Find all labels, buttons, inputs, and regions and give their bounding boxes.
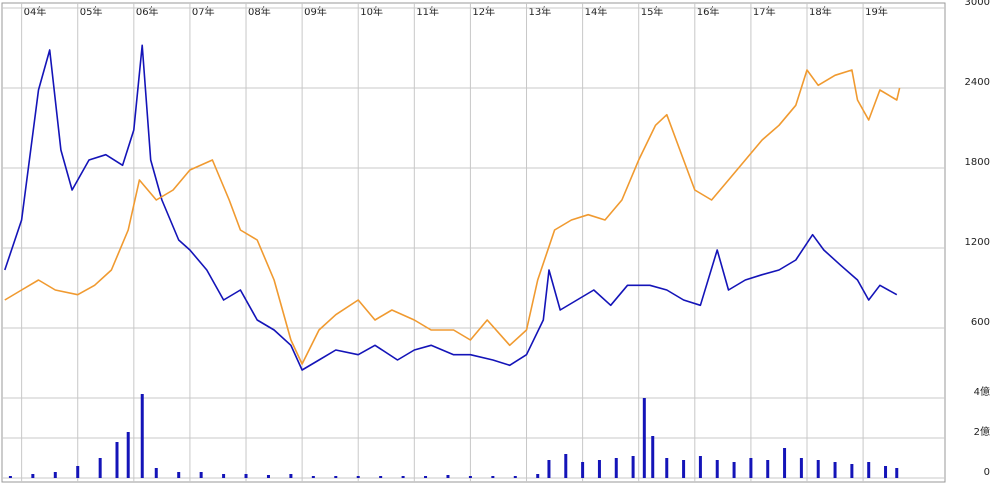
volume-bar [244, 474, 248, 478]
x-tick-label: 10年 [360, 5, 383, 18]
x-tick-label: 06年 [136, 5, 159, 18]
volume-bar [491, 476, 495, 478]
x-tick-label: 12年 [472, 5, 495, 18]
volume-bar [154, 468, 158, 478]
volume-bar [53, 472, 57, 478]
volume-bar [833, 462, 837, 478]
volume-bar [581, 462, 585, 478]
x-tick-label: 15年 [641, 5, 664, 18]
volume-bar [379, 476, 383, 478]
price-line [4, 44, 898, 371]
volume-bar [884, 466, 888, 478]
volume-bar [682, 460, 686, 478]
volume-bar [614, 458, 618, 478]
volume-bar [289, 474, 293, 478]
x-tick-label: 09年 [304, 5, 327, 18]
volume-bar [732, 462, 736, 478]
volume-bar [115, 442, 119, 478]
x-tick-label: 04年 [24, 5, 47, 18]
x-tick-label: 11年 [416, 5, 439, 18]
volume-bar [401, 476, 405, 478]
volume-bar [98, 458, 102, 478]
y-tick-label: 1800 [965, 157, 990, 168]
volume-bar [311, 476, 315, 478]
volume-bar [850, 464, 854, 478]
x-tick-label: 17年 [753, 5, 776, 18]
y-tick-label: 600 [971, 317, 990, 328]
volume-bar [715, 460, 719, 478]
volume-bar [783, 448, 787, 478]
volume-bar [895, 468, 899, 478]
volume-bar [642, 398, 646, 478]
x-tick-label: 19年 [865, 5, 888, 18]
x-tick-label: 16年 [697, 5, 720, 18]
volume-bar [199, 472, 203, 478]
volume-bar [867, 462, 871, 478]
volume-bar [749, 458, 753, 478]
y-tick-label: 1200 [965, 237, 990, 248]
y-tick-label: 2400 [965, 77, 990, 88]
volume-bar [177, 472, 181, 478]
volume-bar [222, 474, 226, 478]
volume-bar [126, 432, 130, 478]
volume-bar [698, 456, 702, 478]
volume-bar [334, 476, 338, 478]
y-tick-label: 0 [984, 467, 990, 478]
volume-bar [468, 476, 472, 478]
volume-bar [651, 436, 655, 478]
volume-bar [140, 394, 144, 478]
volume-bar [76, 466, 80, 478]
volume-bar [597, 460, 601, 478]
y-tick-label: 4億 [974, 385, 990, 398]
x-tick-label: 18年 [809, 5, 832, 18]
price-line [4, 69, 901, 365]
x-tick-label: 14年 [585, 5, 608, 18]
x-tick-label: 13年 [529, 5, 552, 18]
x-tick-label: 08年 [248, 5, 271, 18]
volume-bar [513, 476, 517, 478]
volume-bar [799, 458, 803, 478]
volume-bar [816, 460, 820, 478]
volume-bar [446, 475, 450, 478]
volume-bar [536, 474, 540, 478]
volume-bar [31, 474, 35, 478]
volume-bar [356, 476, 360, 478]
volume-bar [631, 456, 635, 478]
volume-bar [547, 460, 551, 478]
x-tick-label: 05年 [80, 5, 103, 18]
y-tick-label: 2億 [974, 425, 990, 438]
volume-bar [424, 476, 428, 478]
y-tick-label: 3000 [965, 0, 990, 8]
volume-bar [564, 454, 568, 478]
volume-bar [266, 475, 270, 478]
volume-bar [8, 476, 12, 478]
plot-frame [1, 2, 946, 483]
x-tick-label: 07年 [192, 5, 215, 18]
volume-bar [766, 460, 770, 478]
volume-bar [665, 458, 669, 478]
